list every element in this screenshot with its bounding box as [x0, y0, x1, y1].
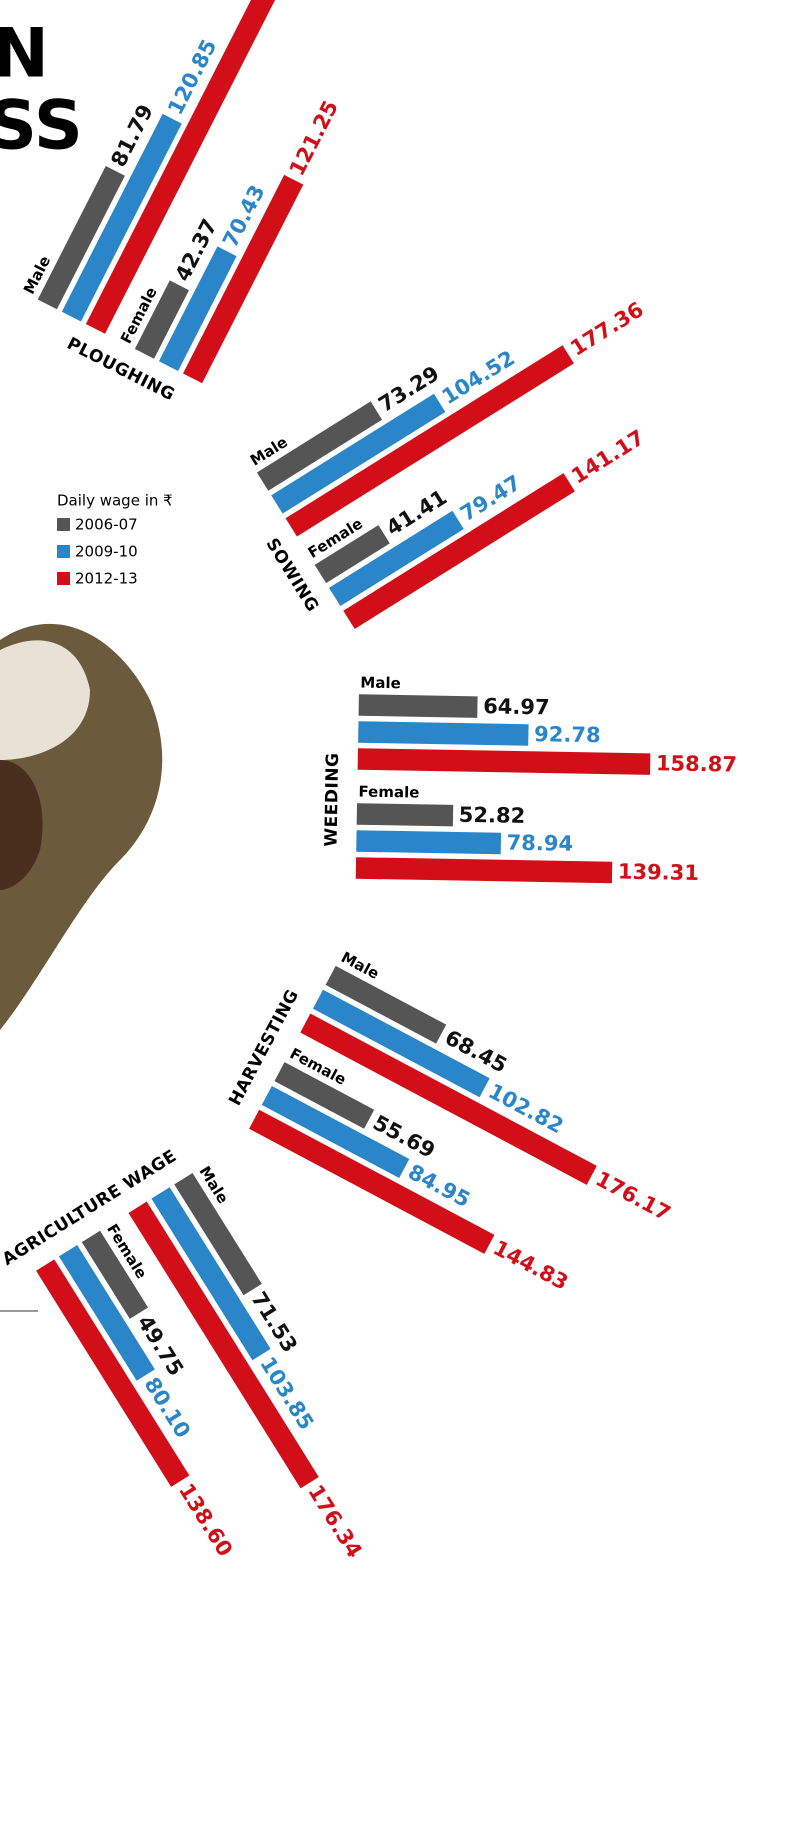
bar	[180, 172, 306, 386]
photo	[0, 623, 163, 1030]
bar-group: 64.97	[357, 692, 550, 720]
bar	[272, 1060, 377, 1131]
bar	[283, 343, 577, 539]
bar-group: 84.95	[259, 1083, 474, 1212]
bar	[56, 1242, 157, 1383]
bar	[354, 828, 503, 856]
value-label: 139.31	[618, 860, 699, 885]
bar	[247, 1107, 497, 1256]
bar	[33, 1257, 192, 1489]
value-label: 121.25	[285, 97, 343, 180]
bar	[310, 987, 492, 1100]
bar	[356, 746, 652, 777]
value-label: 176.34	[303, 1481, 366, 1562]
bar-group: 120.85	[59, 35, 221, 324]
bar	[83, 0, 278, 336]
bar	[323, 963, 449, 1046]
legend-label: 2009-10	[75, 543, 138, 561]
bar	[79, 1228, 151, 1321]
value-label: 64.97	[483, 694, 550, 719]
bar	[354, 855, 614, 885]
bar	[326, 508, 466, 609]
value-label: 138.60	[174, 1479, 237, 1560]
value-label: 141.17	[567, 425, 648, 488]
bar	[132, 278, 191, 361]
bar-group: 92.78	[356, 719, 601, 748]
bar	[341, 471, 577, 632]
subgroup-label: Female	[358, 783, 419, 802]
value-label: 144.83	[489, 1236, 572, 1295]
bar-group: 204.11	[83, 0, 278, 336]
group-label: WEEDING	[322, 752, 344, 846]
bar-group: 78.94	[354, 828, 573, 856]
bar-group: 139.31	[354, 855, 699, 885]
legend-swatch	[57, 545, 70, 558]
bar	[156, 244, 239, 373]
subgroup-label: Male	[360, 674, 401, 693]
legend-swatch	[57, 572, 70, 585]
bar	[269, 391, 448, 516]
bar-group: 158.87	[356, 746, 737, 777]
title-fragment: N	[0, 15, 49, 94]
legend-title: Daily wage in ₹	[57, 492, 173, 510]
bar	[259, 1083, 412, 1181]
bar	[298, 1011, 599, 1187]
bar	[312, 523, 392, 586]
value-label: 177.36	[566, 297, 647, 360]
value-label: 176.17	[592, 1167, 675, 1226]
value-label: 78.94	[506, 831, 573, 856]
bar	[254, 399, 385, 493]
bar	[59, 111, 184, 324]
legend-swatch	[57, 518, 70, 531]
legend-label: 2006-07	[75, 516, 138, 534]
bar	[149, 1185, 273, 1363]
bar	[126, 1199, 321, 1491]
bar	[355, 801, 455, 828]
title-fragment: SS	[0, 87, 83, 166]
legend-label: 2012-13	[75, 570, 138, 588]
bar	[172, 1170, 264, 1298]
bar	[356, 719, 531, 748]
bar	[35, 163, 127, 312]
value-label: 92.78	[534, 722, 601, 747]
bar	[357, 692, 480, 720]
bar-group: 52.82	[355, 801, 526, 828]
value-label: 52.82	[459, 803, 526, 828]
value-label: 158.87	[656, 751, 737, 776]
